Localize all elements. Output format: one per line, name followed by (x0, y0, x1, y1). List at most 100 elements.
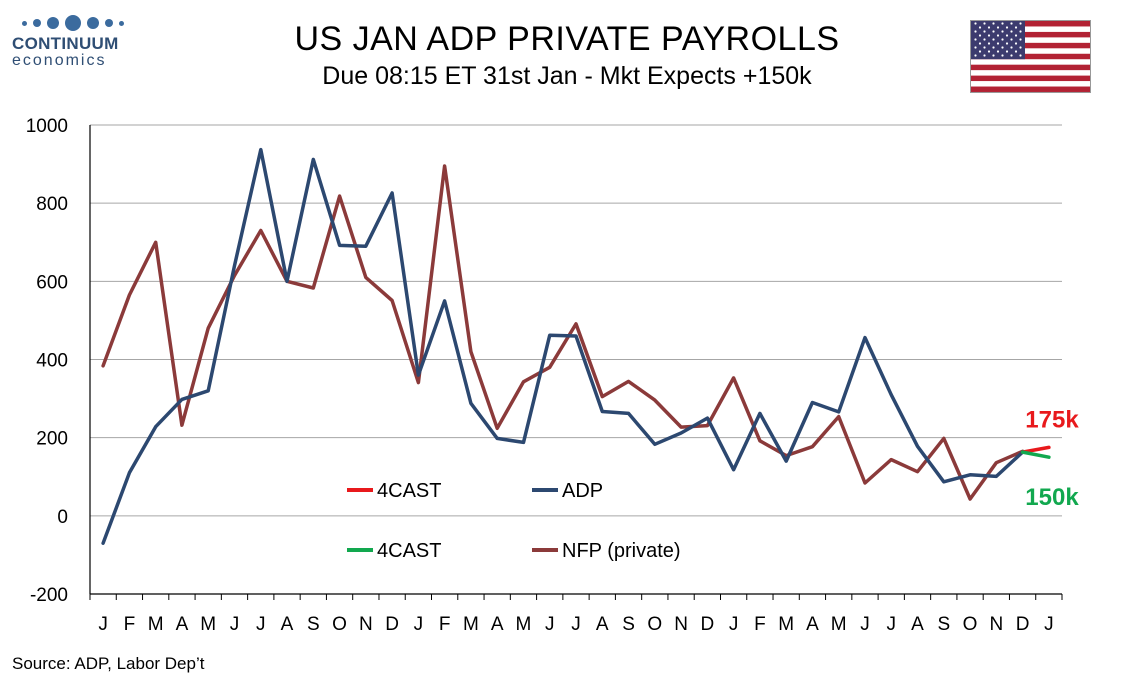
series-line-nfp-private--1 (101, 164, 1025, 501)
flag-star (983, 54, 986, 57)
logo-line1: CONTINUUM (12, 34, 119, 53)
x-tick-label: S (622, 614, 635, 635)
flag-star (1019, 38, 1022, 41)
flag-star (996, 42, 1000, 45)
x-tick-label: A (491, 614, 504, 635)
flag-star (987, 34, 991, 37)
forecast-annotation-175k: 175k (1025, 406, 1079, 433)
flag-star (1005, 42, 1009, 45)
flag-star (992, 38, 995, 41)
x-tick-label: J (545, 614, 555, 635)
flag-star (978, 34, 982, 37)
flag-star (1005, 50, 1009, 53)
brand-logo: CONTINUUM economics (12, 14, 142, 70)
x-tick-label: J (98, 614, 108, 635)
x-tick-label: M (200, 614, 216, 635)
x-tick-label: A (911, 614, 924, 635)
x-tick-label: M (148, 614, 164, 635)
flag-star (992, 46, 995, 49)
flag-star (996, 34, 1000, 37)
x-tick-label: A (596, 614, 609, 635)
x-tick-label: O (963, 614, 978, 635)
flag-star (1001, 54, 1004, 57)
flag-star (1014, 34, 1018, 37)
x-tick-label: S (937, 614, 950, 635)
x-tick-label: M (463, 614, 479, 635)
x-tick-label: M (831, 614, 847, 635)
x-tick-label: J (414, 614, 424, 635)
x-tick-label: N (989, 614, 1003, 635)
flag-star (974, 38, 977, 41)
x-tick-label: F (754, 614, 766, 635)
x-tick-label: N (674, 614, 688, 635)
flag-star (996, 50, 1000, 53)
us-flag-icon (970, 20, 1091, 93)
flag-star (974, 30, 977, 33)
forecast-annotation-150k: 150k (1025, 484, 1079, 511)
legend-label: 4CAST (377, 480, 441, 502)
flag-star (1010, 30, 1013, 33)
legend-label: NFP (private) (562, 540, 681, 562)
flag-star (974, 54, 977, 57)
x-tick-label: O (647, 614, 662, 635)
flag-star (1005, 26, 1009, 29)
flag-star (1014, 26, 1018, 29)
flag-star (978, 50, 982, 53)
x-tick-label: J (729, 614, 739, 635)
series-line-adp-0 (101, 147, 1025, 545)
x-tick-label: A (176, 614, 189, 635)
flag-star (978, 26, 982, 29)
flag-star (983, 38, 986, 41)
flag-star (1001, 46, 1004, 49)
x-tick-label: J (230, 614, 240, 635)
flag-star (974, 46, 977, 49)
y-tick-label: 800 (36, 194, 68, 215)
flag-star (1010, 22, 1013, 25)
flag-star (1014, 42, 1018, 45)
logo-dots (22, 14, 142, 32)
y-tick-label: -200 (30, 585, 68, 606)
logo-line2: economics (12, 52, 107, 69)
chart-subtitle: Due 08:15 ET 31st Jan - Mkt Expects +150… (322, 62, 812, 90)
flag-star (1005, 34, 1009, 37)
y-tick-label: 1000 (26, 116, 68, 137)
series-line-4cast-3 (1020, 450, 1051, 459)
flag-star (987, 50, 991, 53)
x-tick-label: D (1016, 614, 1030, 635)
flag-star (1001, 30, 1004, 33)
flag-star (996, 26, 1000, 29)
x-tick-label: J (571, 614, 581, 635)
flag-star (992, 54, 995, 57)
x-tick-label: N (359, 614, 373, 635)
flag-star (974, 22, 977, 25)
flag-star (1001, 22, 1004, 25)
x-tick-label: M (778, 614, 794, 635)
flag-star (1019, 22, 1022, 25)
flag-star (987, 42, 991, 45)
chart-title: US JAN ADP PRIVATE PAYROLLS (294, 20, 840, 58)
flag-star (978, 42, 982, 45)
flag-star (1019, 46, 1022, 49)
x-tick-label: A (281, 614, 294, 635)
x-tick-label: O (332, 614, 347, 635)
x-tick-label: M (516, 614, 532, 635)
x-tick-label: D (700, 614, 714, 635)
x-tick-label: A (806, 614, 819, 635)
flag-star (992, 30, 995, 33)
x-tick-label: J (1044, 614, 1054, 635)
y-tick-label: 600 (36, 272, 68, 293)
x-tick-label: J (860, 614, 870, 635)
flag-star (987, 26, 991, 29)
x-tick-label: J (886, 614, 896, 635)
flag-star (1010, 46, 1013, 49)
flag-star (1010, 54, 1013, 57)
flag-star (983, 46, 986, 49)
flag-star (983, 30, 986, 33)
flag-star (983, 22, 986, 25)
legend-label: ADP (562, 480, 603, 502)
y-tick-label: 0 (57, 507, 68, 528)
flag-star (1014, 50, 1018, 53)
flag-star (1019, 30, 1022, 33)
x-tick-label: F (439, 614, 451, 635)
